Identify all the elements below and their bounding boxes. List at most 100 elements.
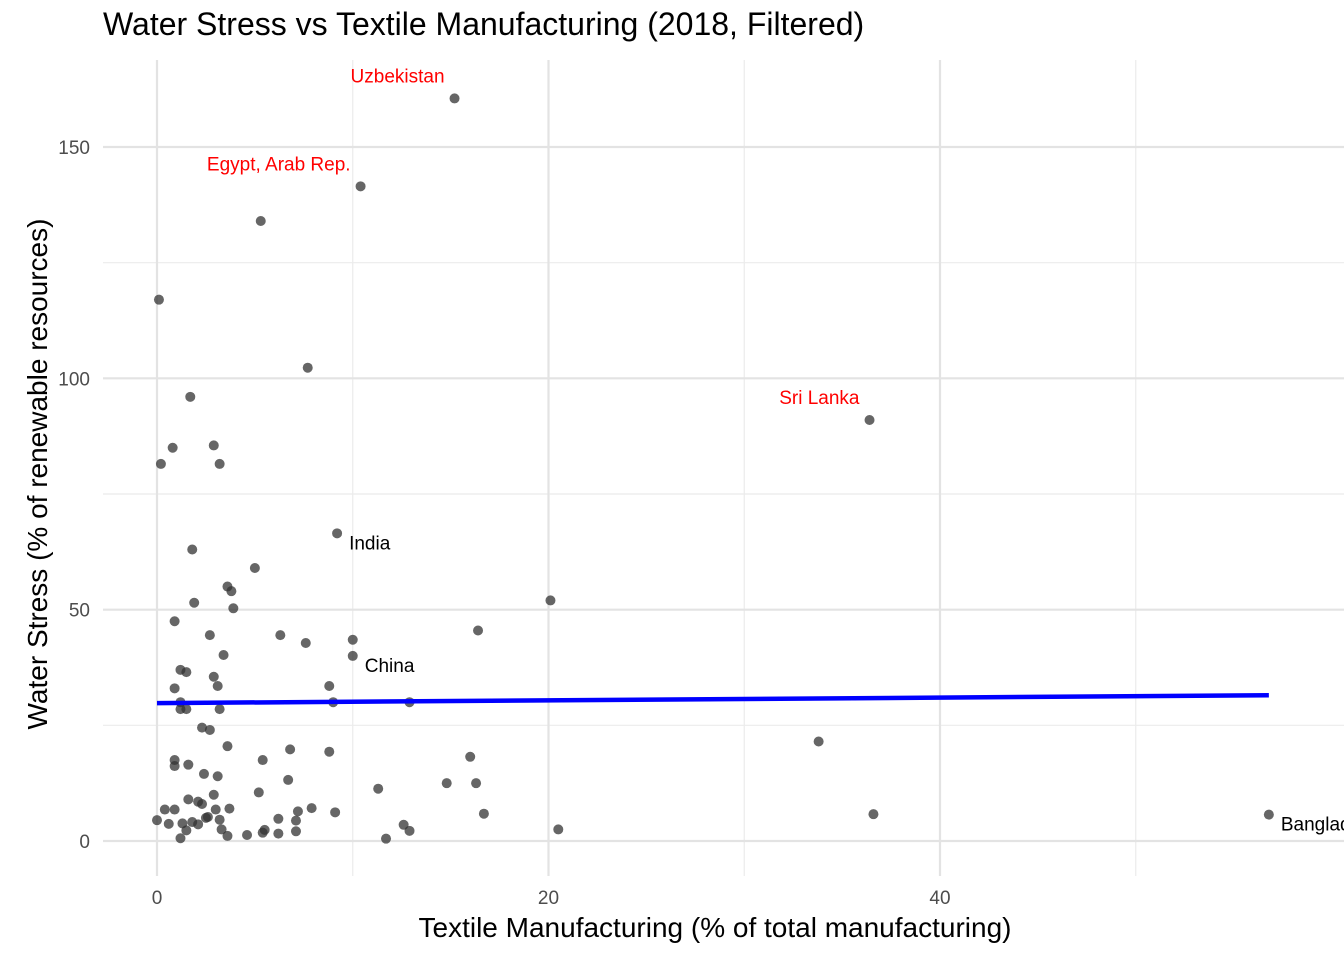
data-point — [169, 761, 180, 772]
data-point — [255, 216, 266, 227]
data-point — [355, 181, 366, 192]
data-point — [181, 704, 192, 715]
data-point — [273, 828, 284, 839]
point-label: China — [365, 656, 415, 677]
data-point — [210, 804, 221, 815]
data-point — [347, 650, 358, 661]
data-point — [169, 804, 180, 815]
data-point — [471, 778, 482, 789]
data-point — [224, 803, 235, 814]
data-point — [275, 630, 286, 641]
data-point — [169, 616, 180, 627]
data-point — [290, 826, 301, 837]
data-point — [228, 603, 239, 614]
data-point — [152, 815, 162, 826]
point-label: Sri Lanka — [779, 388, 860, 409]
data-point — [208, 789, 219, 800]
data-point — [242, 829, 253, 840]
data-point — [175, 833, 186, 844]
data-point — [185, 391, 196, 402]
data-point — [257, 755, 268, 766]
data-point — [193, 819, 204, 830]
data-point — [545, 595, 556, 606]
data-point — [285, 744, 296, 755]
data-point — [189, 597, 200, 608]
y-tick-label: 0 — [79, 832, 90, 853]
data-point — [300, 637, 311, 648]
data-point — [553, 824, 564, 835]
data-point — [218, 650, 229, 661]
data-point — [381, 833, 392, 844]
x-tick-label: 20 — [538, 888, 559, 909]
x-tick-label: 40 — [929, 888, 950, 909]
data-point — [163, 818, 174, 829]
y-tick-label: 100 — [58, 369, 90, 390]
data-point — [181, 667, 192, 678]
data-point — [159, 804, 170, 815]
data-point — [449, 93, 460, 104]
data-point — [864, 414, 875, 425]
data-point — [347, 634, 358, 645]
data-point — [198, 768, 209, 779]
data-point — [404, 825, 415, 836]
data-point — [253, 787, 264, 798]
data-point — [813, 736, 824, 747]
data-point — [204, 724, 215, 735]
data-point — [197, 722, 208, 733]
data-point — [330, 807, 341, 818]
data-point — [226, 586, 237, 597]
data-point — [868, 809, 879, 820]
data-point — [1263, 809, 1274, 820]
data-point — [204, 630, 215, 641]
trend-line — [156, 693, 1269, 706]
minor-gridlines — [103, 60, 1344, 876]
data-point — [216, 824, 227, 835]
data-point — [208, 440, 219, 451]
data-point — [324, 746, 335, 757]
major-gridlines — [103, 60, 1344, 876]
data-point — [212, 771, 223, 782]
data-points — [152, 93, 1274, 844]
data-point — [306, 803, 317, 814]
data-point — [249, 563, 260, 574]
data-point — [332, 528, 343, 539]
data-point — [292, 806, 303, 817]
data-point — [153, 294, 164, 305]
point-label: Uzbekistan — [351, 66, 445, 87]
chart-title: Water Stress vs Textile Manufacturing (2… — [103, 6, 865, 42]
data-point — [465, 751, 476, 762]
data-point — [283, 774, 294, 785]
data-point — [214, 814, 225, 825]
data-point — [212, 681, 223, 692]
y-tick-label: 50 — [69, 601, 90, 622]
data-point — [183, 794, 194, 805]
data-point — [183, 759, 194, 770]
data-point — [290, 815, 301, 826]
data-point — [187, 544, 198, 555]
point-label: Bangladesh — [1281, 815, 1344, 836]
data-point — [473, 625, 484, 636]
data-point — [257, 827, 268, 838]
data-point — [302, 362, 313, 373]
data-point — [222, 830, 233, 841]
data-point — [478, 808, 489, 819]
data-point — [167, 442, 178, 453]
data-point — [324, 681, 335, 692]
x-tick-label: 0 — [152, 888, 163, 909]
data-point — [181, 825, 192, 836]
data-point — [214, 458, 225, 469]
data-point — [441, 778, 452, 789]
point-labels: Uzbekistan Egypt, Arab Rep. Sri Lanka India… — [207, 66, 1344, 835]
data-point — [222, 741, 233, 752]
data-point — [273, 813, 284, 824]
data-point — [208, 671, 219, 682]
trend-line-group — [156, 693, 1269, 706]
data-point — [202, 811, 213, 822]
data-point — [155, 458, 166, 469]
point-label: Egypt, Arab Rep. — [207, 154, 351, 175]
y-tick-label: 150 — [58, 138, 90, 159]
data-point — [197, 798, 208, 809]
point-label: India — [349, 533, 391, 554]
data-point — [214, 704, 225, 715]
